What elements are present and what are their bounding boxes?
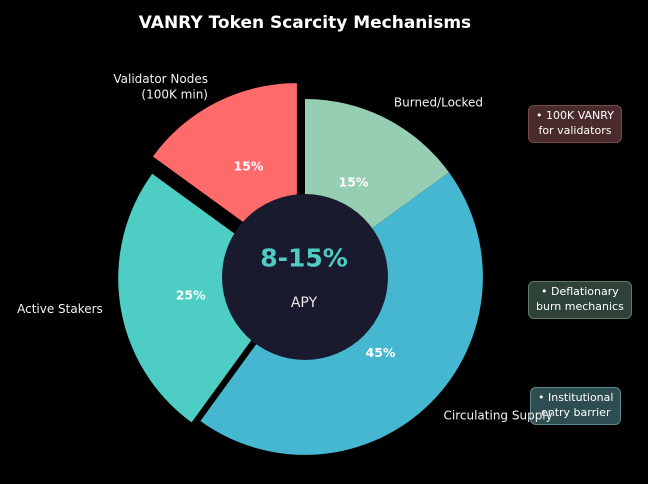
slice-label-validator-nodes: Validator Nodes (100K min) [113, 72, 208, 102]
center-apy-label: APY [291, 295, 318, 311]
slice-label-circulating-supply: Circulating Supply [444, 409, 553, 423]
annotation-institutional-box: • Institutional entry barrier [530, 387, 622, 425]
pct-label-validator-nodes-100k-min: 15% [233, 159, 263, 174]
annotation-line: • Institutional [538, 391, 614, 404]
annotation-line: burn mechanics [536, 299, 624, 313]
pie-labels: 15% Burned/Locked 45% Circulating Supply 25%… [17, 72, 553, 423]
pct-label-circulating-supply: 45% [366, 345, 396, 360]
annotation-line: entry barrier [540, 405, 611, 419]
annotation-validators-box: • 100K VANRY for validators [528, 105, 622, 143]
center-apy-value: 8-15% [260, 244, 348, 273]
donut-center-circle [222, 194, 388, 360]
annotation-burn-box: • Deflationary burn mechanics [528, 281, 632, 319]
pct-label-burned-locked: 15% [339, 174, 369, 189]
annotation-line: for validators [538, 123, 612, 137]
slice-label-active-stakers: Active Stakers [17, 302, 103, 316]
chart-title: VANRY Token Scarcity Mechanisms [139, 13, 471, 33]
slice-label-burned-locked: Burned/Locked [394, 96, 483, 110]
annotation-line: • Deflationary [541, 285, 619, 298]
pie-slice-active-stakers [118, 173, 297, 423]
annotation-line: • 100K VANRY [536, 109, 614, 122]
pct-label-active-stakers: 25% [176, 288, 206, 303]
